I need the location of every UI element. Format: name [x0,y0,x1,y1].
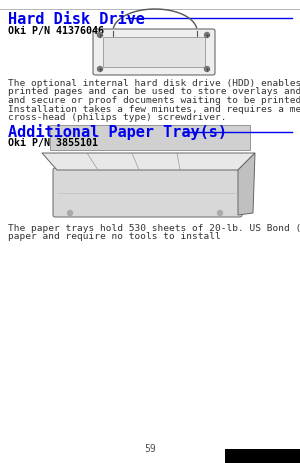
Text: Oki P/N 41376046: Oki P/N 41376046 [8,26,104,36]
Bar [50,126,250,150]
Text: paper and require no tools to install: paper and require no tools to install [8,232,221,241]
FancyBboxPatch shape [53,169,242,218]
Circle shape [205,33,209,38]
Polygon shape [42,154,255,171]
Text: Installation takes a few minutes, and requires a medium size: Installation takes a few minutes, and re… [8,104,300,113]
Circle shape [205,67,209,72]
Text: Additional Paper Tray(s): Additional Paper Tray(s) [8,124,227,140]
Text: The paper trays hold 530 sheets of 20-lb. US Bond (75 g/m²): The paper trays hold 530 sheets of 20-lb… [8,224,300,232]
Text: and secure or proof documents waiting to be printed.: and secure or proof documents waiting to… [8,96,300,105]
Text: The optional internal hard disk drive (HDD) enables collating of: The optional internal hard disk drive (H… [8,79,300,88]
Text: Hard Disk Drive: Hard Disk Drive [8,12,145,27]
Circle shape [98,33,103,38]
Text: printed pages and can be used to store overlays and macros, fonts,: printed pages and can be used to store o… [8,88,300,96]
Circle shape [68,211,73,216]
Circle shape [218,211,223,216]
FancyBboxPatch shape [93,30,215,76]
Text: Oki P/N 3855101: Oki P/N 3855101 [8,138,98,148]
Bar [225,449,300,463]
Circle shape [98,67,103,72]
Bar [103,38,205,68]
Text: cross-head (philips type) screwdriver.: cross-head (philips type) screwdriver. [8,113,226,122]
Polygon shape [238,154,255,216]
Text: 59: 59 [144,443,156,453]
